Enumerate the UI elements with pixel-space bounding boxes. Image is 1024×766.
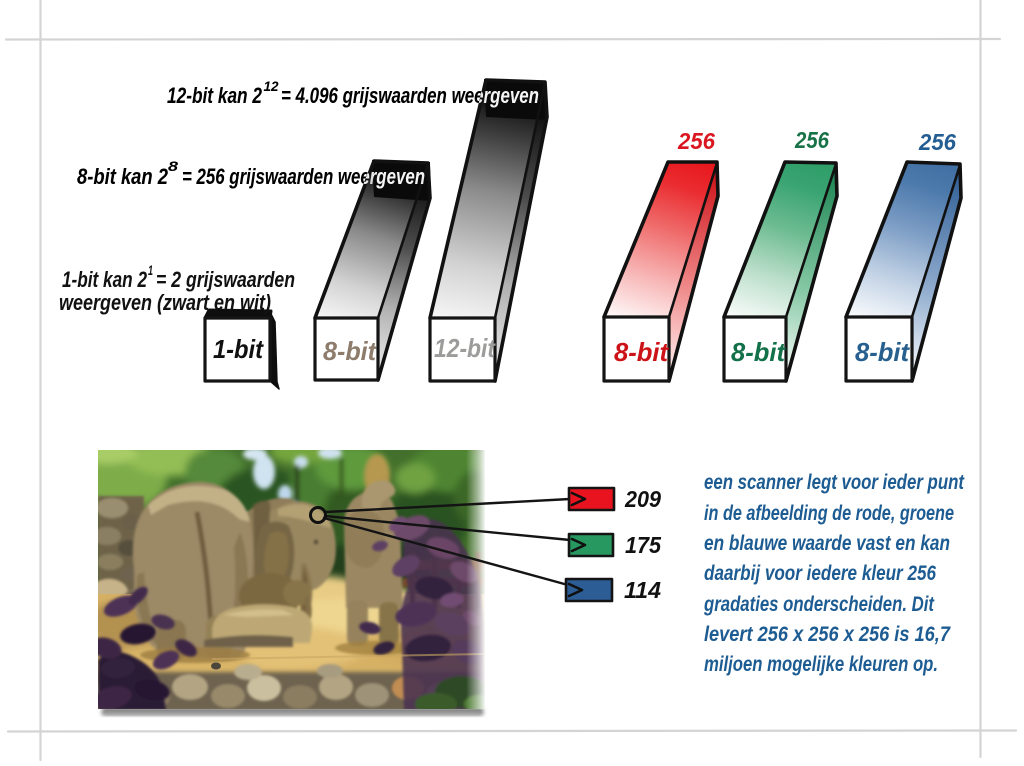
svg-text:miljoen mogelijke kleuren op.: miljoen mogelijke kleuren op. bbox=[704, 653, 938, 676]
svg-text:een scanner legt voor ieder pu: een scanner legt voor ieder punt bbox=[704, 471, 965, 494]
svg-text:= 4.096 grijswaarden weergeven: = 4.096 grijswaarden weergeven bbox=[281, 83, 539, 108]
svg-text:12: 12 bbox=[264, 78, 279, 94]
svg-text:= 256 grijswaarden weergeven: = 256 grijswaarden weergeven bbox=[182, 164, 425, 189]
svg-text:8-bit: 8-bit bbox=[323, 336, 377, 366]
svg-text:in de afbeelding de rode, groe: in de afbeelding de rode, groene bbox=[704, 502, 954, 525]
svg-text:= 2 grijswaarden: = 2 grijswaarden bbox=[156, 267, 295, 292]
svg-text:levert 256 x 256 x 256 is 16,7: levert 256 x 256 x 256 is 16,7 bbox=[704, 623, 951, 646]
svg-text:weergeven (zwart en wit): weergeven (zwart en wit) bbox=[59, 290, 271, 315]
svg-text:256: 256 bbox=[677, 128, 715, 154]
svg-text:8-bit kan 2: 8-bit kan 2 bbox=[77, 164, 169, 189]
svg-text:8-bit: 8-bit bbox=[614, 337, 669, 367]
svg-text:256: 256 bbox=[918, 129, 956, 155]
svg-text:en blauwe waarde vast en kan: en blauwe waarde vast en kan bbox=[704, 532, 950, 555]
svg-text:1: 1 bbox=[148, 262, 153, 278]
svg-text:256: 256 bbox=[794, 127, 829, 153]
svg-text:gradaties onderscheiden. Dit: gradaties onderscheiden. Dit bbox=[703, 593, 935, 616]
svg-text:8-bit: 8-bit bbox=[731, 337, 786, 367]
svg-text:114: 114 bbox=[624, 577, 661, 603]
svg-text:175: 175 bbox=[625, 532, 662, 558]
svg-text:8: 8 bbox=[168, 158, 178, 174]
svg-text:12-bit: 12-bit bbox=[434, 333, 496, 363]
svg-text:12-bit kan 2: 12-bit kan 2 bbox=[167, 83, 263, 108]
svg-text:1-bit kan 2: 1-bit kan 2 bbox=[62, 267, 148, 292]
svg-text:1-bit: 1-bit bbox=[213, 334, 264, 364]
svg-text:209: 209 bbox=[624, 486, 661, 512]
svg-text:daarbij voor iedere kleur 256: daarbij voor iedere kleur 256 bbox=[704, 562, 936, 585]
svg-text:8-bit: 8-bit bbox=[855, 337, 910, 367]
